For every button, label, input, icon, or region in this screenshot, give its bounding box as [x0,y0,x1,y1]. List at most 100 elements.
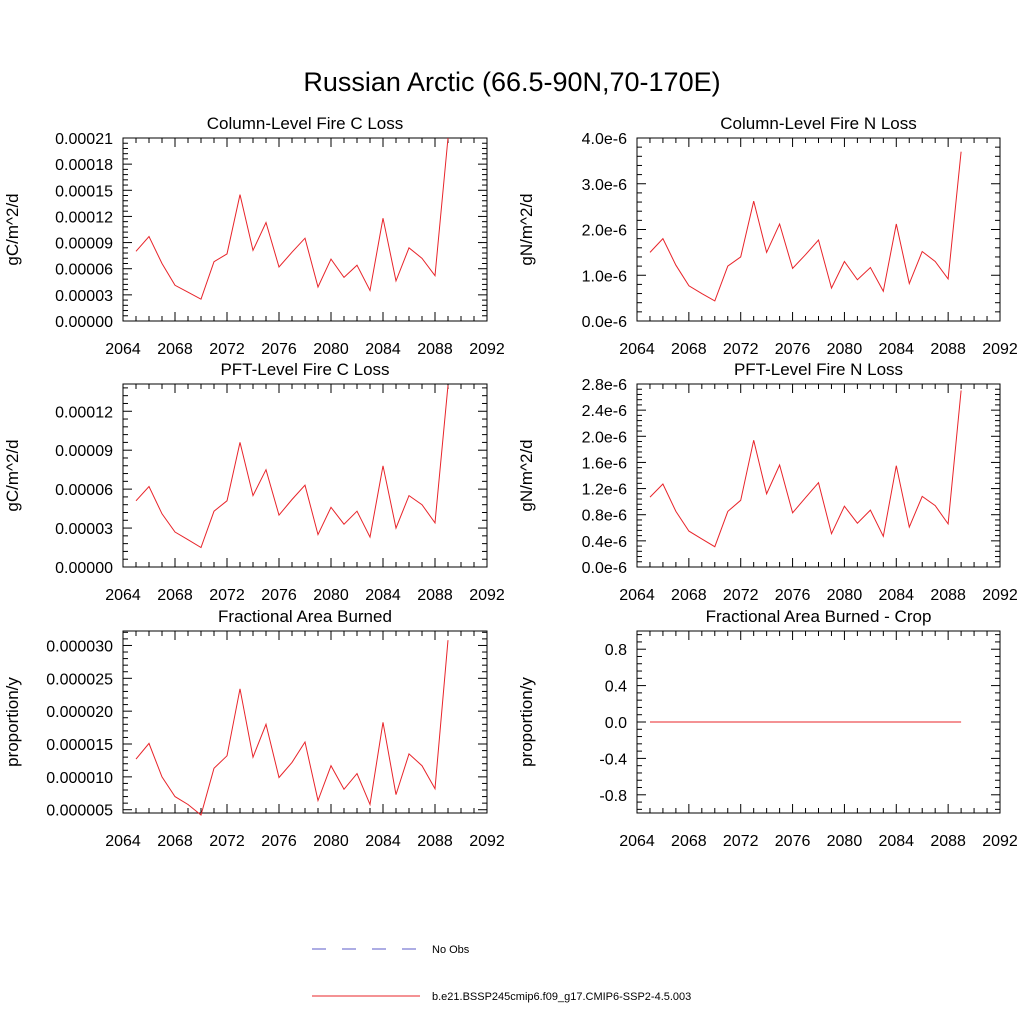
x-tick-label: 2084 [878,833,914,850]
x-tick-label: 2076 [775,587,811,604]
legend-label-no-obs: No Obs [432,944,470,956]
plot-frame [636,383,1001,568]
x-tick-label: 2080 [313,587,349,604]
x-tick-label: 2092 [982,587,1018,604]
chart-panel-pft-level-fire-c-loss: PFT-Level Fire C Loss gC/m^2/d 2064 2068 207… [3,360,505,604]
y-tick-label: 0.00000 [55,314,113,331]
x-tick-label: 2092 [982,341,1018,358]
x-tick-label: 2084 [878,341,914,358]
panel-title: PFT-Level Fire C Loss [220,360,389,379]
y-tick-label: 0.00009 [55,443,113,460]
x-tick-label: 2088 [417,833,453,850]
x-tick-label: 2092 [982,833,1018,850]
x-tick-label: 2092 [469,833,505,850]
x-tick-label: 2080 [827,587,863,604]
series-line [649,151,962,302]
y-tick-label: 2.8e-6 [582,377,627,394]
x-tick-label: 2072 [723,833,759,850]
legend-entry-model: b.e21.BSSP245cmip6.f09_g17.CMIP6-SSP2-4.… [312,991,691,1003]
x-tick-label: 2072 [723,587,759,604]
x-tick-label: 2076 [775,341,811,358]
x-tick-label: 2068 [671,587,707,604]
y-tick-label: 1.6e-6 [582,455,627,472]
panels: Column-Level Fire C Loss gC/m^2/d 2064 2068… [3,114,1018,850]
y-tick-label: 0.0e-6 [582,314,627,331]
series-line [135,385,449,549]
x-tick-label: 2068 [157,341,193,358]
panel-title: Column-Level Fire N Loss [720,114,917,133]
x-tick-label: 2076 [775,833,811,850]
y-tick-label: 0.00003 [55,521,113,538]
y-tick-label: 0.8e-6 [582,508,627,525]
legend-entry-no-obs: No Obs [312,944,470,956]
chart-panel-fractional-area-burned: Fractional Area Burned proportion/y 2064 20… [3,607,505,850]
x-tick-label: 2068 [157,833,193,850]
x-tick-label: 2076 [261,341,297,358]
x-tick-label: 2076 [261,833,297,850]
y-tick-label: 0.00021 [55,131,113,148]
y-tick-label: 0.4 [605,679,627,696]
y-tick-label: 0.000030 [46,638,113,655]
panel-title: Fractional Area Burned [218,607,392,626]
x-tick-label: 2084 [365,587,401,604]
y-tick-label: 0.8 [605,642,627,659]
y-tick-label: 0.00012 [55,209,113,226]
y-tick-label: 3.0e-6 [582,177,627,194]
y-axis-label: proportion/y [517,677,536,767]
y-tick-label: 0.00018 [55,157,113,174]
x-tick-label: 2088 [930,587,966,604]
y-tick-label: 0.00015 [55,183,113,200]
x-tick-label: 2088 [930,833,966,850]
x-tick-label: 2064 [619,833,655,850]
x-tick-label: 2064 [619,587,655,604]
x-tick-label: 2064 [105,833,141,850]
y-tick-label: 0.000025 [46,671,113,688]
y-axis-label: gN/m^2/d [517,193,536,265]
y-tick-label: 2.4e-6 [582,403,627,420]
legend-label-model: b.e21.BSSP245cmip6.f09_g17.CMIP6-SSP2-4.… [432,991,691,1003]
y-tick-label: 2.0e-6 [582,223,627,240]
y-tick-label: 1.2e-6 [582,482,627,499]
x-tick-label: 2068 [671,833,707,850]
y-tick-label: 0.000010 [46,770,113,787]
x-tick-label: 2072 [209,833,245,850]
y-tick-label: 0.00012 [55,404,113,421]
figure-title: Russian Arctic (66.5-90N,70-170E) [303,67,720,97]
y-tick-label: 0.00009 [55,236,113,253]
legend: No Obs b.e21.BSSP245cmip6.f09_g17.CMIP6-… [312,944,691,1003]
y-tick-label: 0.00006 [55,482,113,499]
x-tick-label: 2080 [313,341,349,358]
chart-panel-column-level-fire-c-loss: Column-Level Fire C Loss gC/m^2/d 2064 2068… [3,114,505,358]
x-tick-label: 2064 [619,341,655,358]
x-tick-label: 2088 [417,587,453,604]
y-tick-label: -0.4 [599,751,627,768]
x-tick-label: 2068 [157,587,193,604]
x-tick-label: 2080 [827,833,863,850]
y-tick-label: 0.0e-6 [582,560,627,577]
x-tick-label: 2084 [365,341,401,358]
x-tick-label: 2084 [878,587,914,604]
x-tick-label: 2072 [723,341,759,358]
y-tick-label: 0.000020 [46,704,113,721]
y-axis-label: gN/m^2/d [517,439,536,511]
series-line [135,137,449,300]
chart-panel-column-level-fire-n-loss: Column-Level Fire N Loss gN/m^2/d 2064 2068… [517,114,1018,358]
y-tick-label: 0.000015 [46,737,113,754]
x-tick-label: 2064 [105,341,141,358]
panel-title: Column-Level Fire C Loss [207,114,404,133]
series-line [135,640,449,816]
x-tick-label: 2088 [417,341,453,358]
panel-title: PFT-Level Fire N Loss [734,360,903,379]
plot-frame [122,630,488,814]
chart-panel-fractional-area-burned-crop: Fractional Area Burned - Crop proportion/… [517,607,1018,850]
chart-panel-pft-level-fire-n-loss: PFT-Level Fire N Loss gN/m^2/d 2064 2068 207… [517,360,1018,604]
plot-frame [636,137,1001,322]
x-tick-label: 2088 [930,341,966,358]
y-axis-label: gC/m^2/d [3,439,22,511]
y-tick-label: -0.8 [599,788,627,805]
y-tick-label: 0.000005 [46,803,113,820]
panel-title: Fractional Area Burned - Crop [706,607,932,626]
y-tick-label: 4.0e-6 [582,131,627,148]
x-tick-label: 2076 [261,587,297,604]
x-tick-label: 2064 [105,587,141,604]
